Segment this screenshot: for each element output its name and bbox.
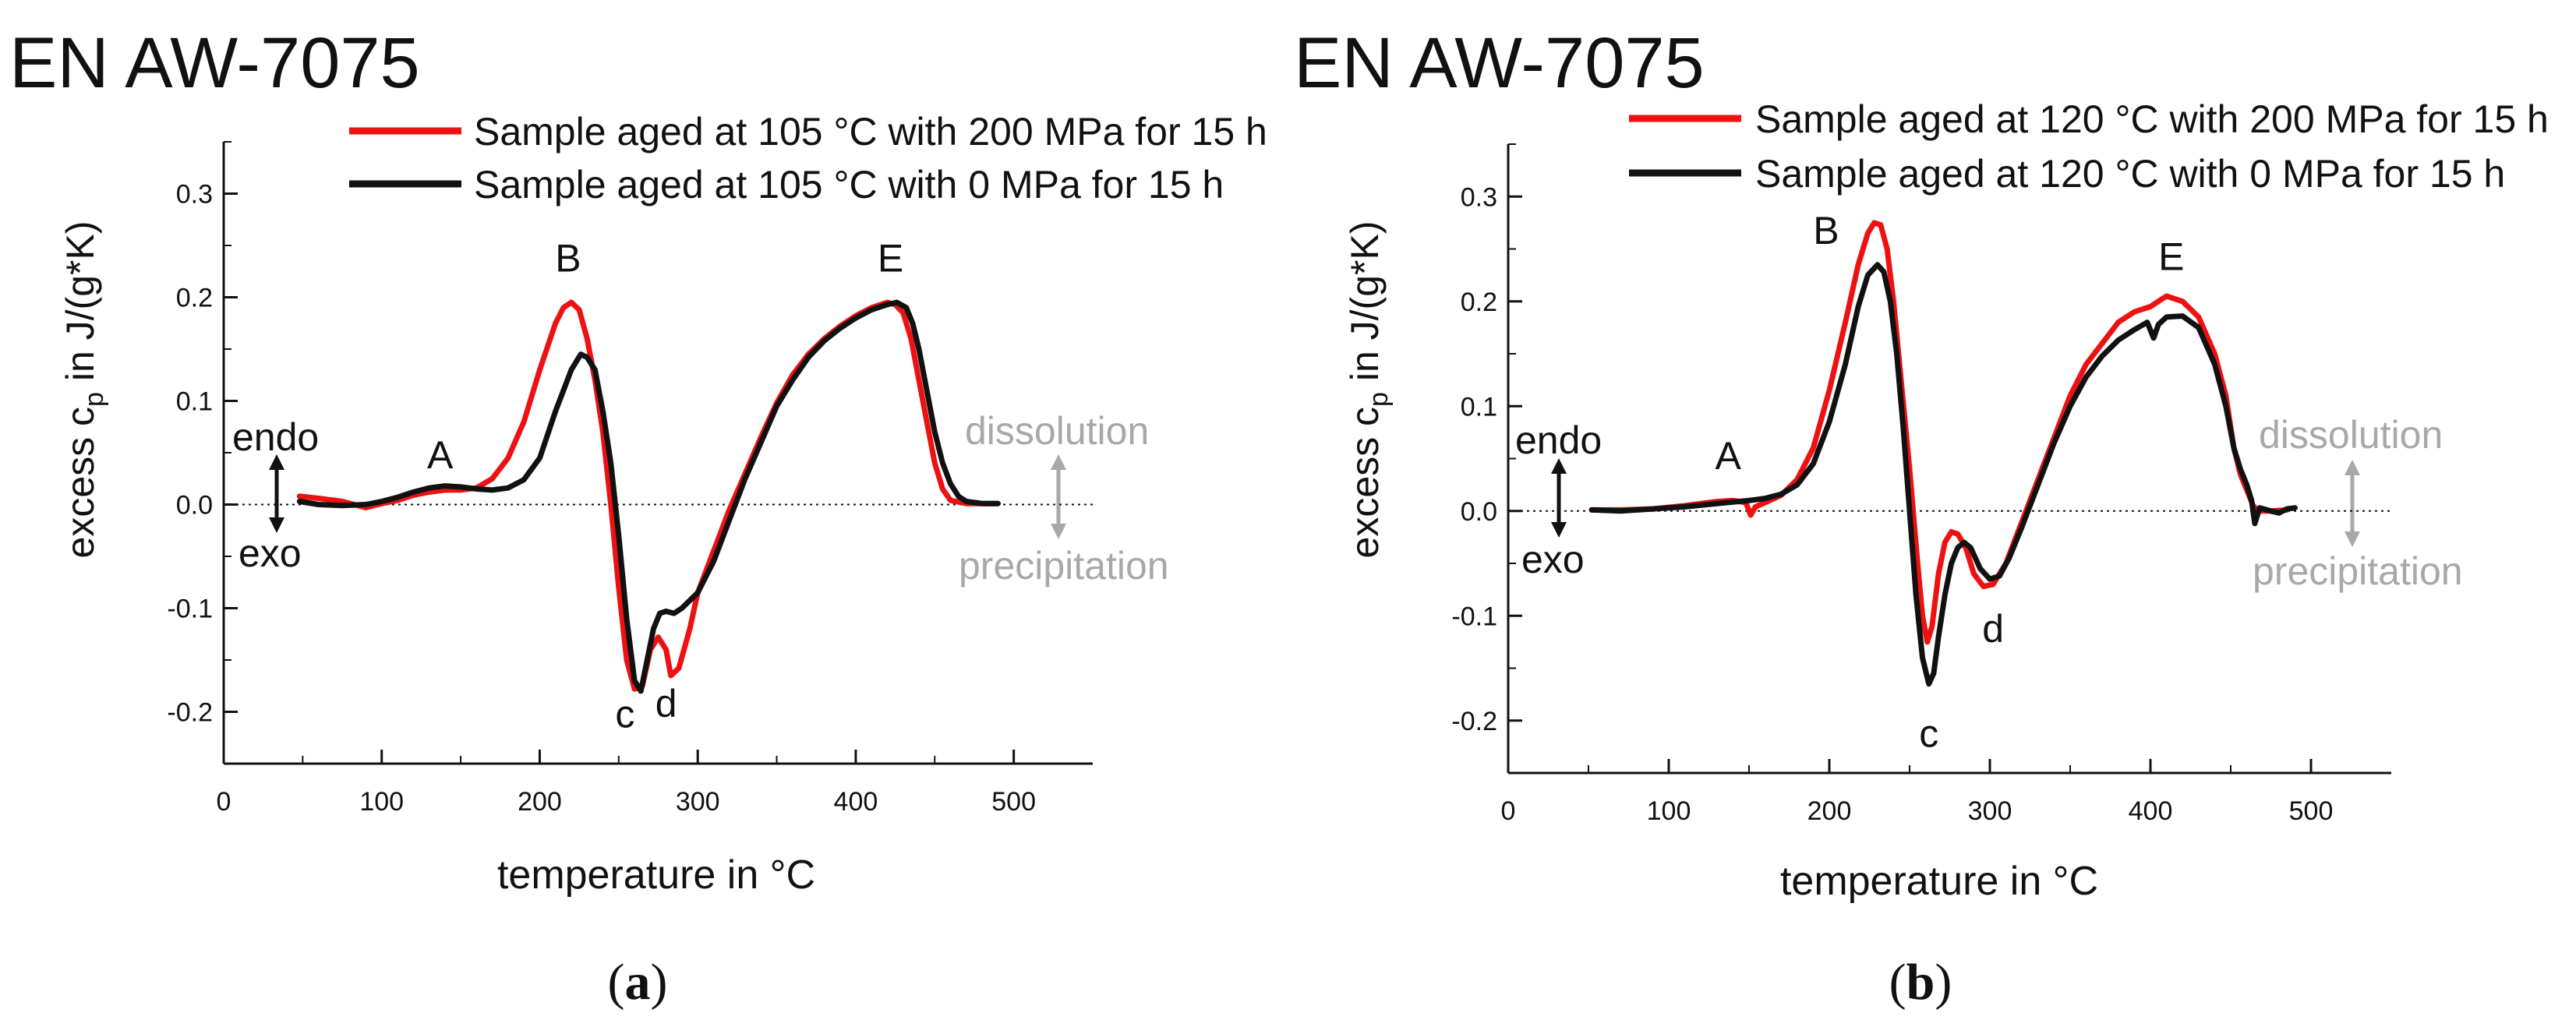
y-axis-title-subscript: p: [80, 392, 109, 407]
y-tick-label: 0.3: [1461, 182, 1497, 212]
x-tick-label: 100: [359, 787, 404, 817]
peak-label-B: B: [1813, 209, 1839, 252]
exo-label: exo: [1521, 538, 1585, 581]
x-tick-label: 0: [1501, 796, 1516, 826]
peak-label-B: B: [555, 236, 581, 280]
peak-label-E: E: [878, 236, 903, 280]
panel-a: EN AW-7075 Sample aged at 105 °C with 20…: [9, 23, 1267, 1011]
series-line-red: [1588, 220, 2290, 645]
y-tick-label: -0.1: [1451, 602, 1497, 631]
exo-label: exo: [239, 531, 302, 575]
x-axis-title: temperature in °C: [1780, 859, 2098, 904]
side-labels: endo exo dissolution precipitation: [1515, 413, 2463, 593]
endo-label: endo: [232, 415, 319, 459]
y-axis-title-subscript: p: [1364, 392, 1394, 407]
legend: Sample aged at 120 °C with 200 MPa for 1…: [1629, 97, 2549, 196]
y-tick-label: 0.0: [176, 491, 213, 521]
dissolution-precipitation-arrow: [1051, 454, 1066, 539]
x-tick-label: 300: [1968, 796, 2012, 826]
panel-caption: (a): [608, 954, 668, 1011]
legend-entry-red: Sample aged at 120 °C with 200 MPa for 1…: [1755, 97, 2549, 141]
peak-label-E: E: [2158, 235, 2184, 278]
dissolution-precipitation-arrow: [2345, 460, 2360, 547]
y-tick-label: -0.2: [1451, 707, 1497, 736]
peak-label-c: c: [615, 692, 634, 736]
panel-title: EN AW-7075: [1294, 23, 1705, 103]
y-tick-label: 0.1: [176, 387, 213, 417]
x-axis-title: temperature in °C: [497, 852, 815, 898]
series-line-black: [296, 299, 1001, 694]
y-tick-label: 0.2: [1461, 288, 1497, 317]
legend-entry-red: Sample aged at 105 °C with 200 MPa for 1…: [474, 110, 1267, 154]
y-axis-title-main: excess c: [1343, 407, 1387, 559]
y-tick-label: 0.3: [176, 180, 213, 210]
svg-text:excess cp in J/(g*K): excess cp in J/(g*K): [58, 221, 109, 559]
x-tick-label: 300: [676, 787, 720, 817]
panel-letter: a: [625, 954, 651, 1011]
peak-label-c: c: [1919, 711, 1938, 755]
y-tick-label: 0.2: [176, 284, 213, 313]
y-axis-title: excess cp in J/(g*K): [1343, 221, 1394, 559]
y-tick-label: 0.0: [1461, 497, 1497, 527]
y-axis-title-units: in J/(g*K): [1343, 221, 1387, 393]
x-tick-label: 500: [2289, 796, 2334, 826]
y-axis-title-main: excess c: [58, 407, 102, 559]
dissolution-label: dissolution: [2259, 413, 2443, 457]
endo-exo-arrow: [269, 454, 284, 533]
x-tick-label: 0: [217, 787, 231, 817]
x-tick-label: 200: [1807, 796, 1852, 826]
endo-label: endo: [1515, 418, 1602, 462]
panel-b: EN AW-7075 Sample aged at 120 °C with 20…: [1294, 23, 2549, 1011]
panel-title: EN AW-7075: [9, 23, 420, 103]
x-tick-label: 100: [1647, 796, 1691, 826]
plot-area: 0 100 200 300 400 500 -0.2 -0.1 0.0 0.1 0.2 0.3 A Bc d…: [1451, 143, 2391, 826]
precipitation-label: precipitation: [2253, 549, 2463, 593]
peak-label-A: A: [427, 433, 454, 477]
x-tick-label: 400: [2129, 796, 2173, 826]
side-labels: endo exo dissolution precipitation: [232, 409, 1169, 588]
x-tick-label: 500: [991, 787, 1036, 817]
y-axis-title-units: in J/(g*K): [58, 221, 102, 393]
dissolution-label: dissolution: [965, 409, 1149, 453]
svg-text:excess cp in J/(g*K): excess cp in J/(g*K): [1343, 221, 1394, 559]
panel-letter: b: [1906, 954, 1935, 1011]
peak-label-d: d: [1982, 607, 2004, 651]
precipitation-label: precipitation: [959, 544, 1169, 588]
x-tick-label: 400: [834, 787, 878, 817]
x-tick-label: 200: [518, 787, 562, 817]
peak-label-d: d: [655, 682, 677, 725]
y-tick-label: -0.2: [167, 698, 213, 728]
series-line-black: [1588, 262, 2298, 687]
legend-entry-black: Sample aged at 120 °C with 0 MPa for 15 …: [1755, 152, 2505, 196]
y-tick-label: -0.1: [167, 595, 213, 624]
y-axis-title: excess cp in J/(g*K): [58, 221, 109, 559]
legend: Sample aged at 105 °C with 200 MPa for 1…: [349, 110, 1267, 206]
y-tick-label: 0.1: [1461, 392, 1497, 422]
peak-label-A: A: [1716, 434, 1742, 478]
legend-entry-black: Sample aged at 105 °C with 0 MPa for 15 …: [474, 163, 1224, 206]
panel-caption: (b): [1889, 954, 1952, 1011]
endo-exo-arrow: [1551, 458, 1567, 538]
